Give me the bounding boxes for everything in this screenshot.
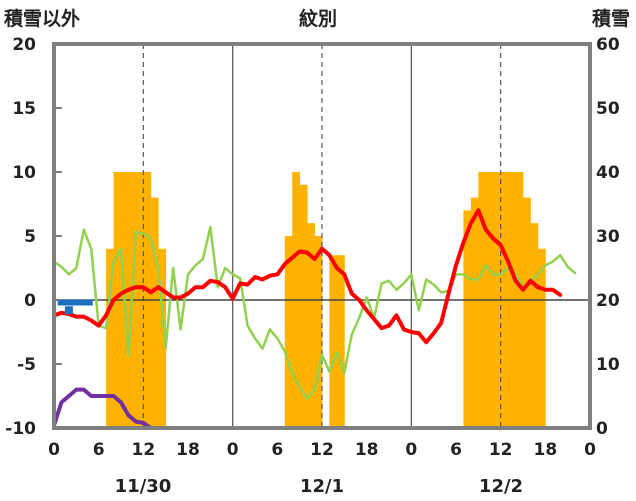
x-tick-label: 12 [310,440,334,460]
x-tick-label: 0 [227,440,239,460]
snow-depth-bar [470,197,479,428]
snow-depth-bar [336,255,345,428]
snow-depth-bar [299,184,308,428]
x-tick-label: 0 [48,440,60,460]
x-tick-label: 18 [533,440,557,460]
chart-title: 紋別 [299,7,337,30]
snow-depth-bar [284,236,293,428]
right-y-tick-label: 10 [596,355,620,375]
temperature-line [52,208,563,345]
snow-depth-bar [530,223,539,428]
snow-depth-bar [307,223,315,428]
left-axis-title: 積雪以外 [4,7,80,30]
snow-depth-bar [537,248,546,428]
x-tick-label: 6 [271,440,283,460]
x-tick-label: 12 [131,440,155,460]
day-label-12-2: 12/2 [479,476,523,497]
x-tick-label: 6 [450,440,462,460]
plot-area-frame [52,42,592,430]
left-y-tick-label: 5 [24,227,36,247]
chart-grid [54,44,590,428]
day-label-11-30: 11/30 [115,476,172,497]
right-axis-title: 積雪 [592,7,630,30]
snow-depth-bar [150,197,159,428]
x-tick-label: 6 [93,440,105,460]
right-y-tick-label: 40 [596,163,620,183]
snow-depth-bar [106,248,114,428]
x-tick-label: 18 [355,440,379,460]
green-series-line [52,225,577,400]
right-y-tick-label: 30 [596,227,620,247]
snow-depth-bar [158,248,167,428]
blue-series-marker [64,306,73,315]
snow-depth-bar [463,210,472,428]
left-y-tick-label: 15 [12,99,36,119]
right-y-tick-label: 20 [596,291,620,311]
left-y-tick-label: 20 [12,35,36,55]
day-label-12-1: 12/1 [300,476,344,497]
x-tick-label: 12 [489,440,513,460]
left-y-tick-label: -10 [5,419,36,439]
left-y-tick-label: 0 [24,291,36,311]
right-y-tick-label: 50 [596,99,620,119]
right-y-tick-label: 0 [596,419,608,439]
x-tick-label: 18 [176,440,200,460]
x-tick-label: 0 [584,440,596,460]
snow-depth-bar [523,197,531,428]
left-y-tick-label: -5 [17,355,36,375]
x-tick-label: 0 [405,440,417,460]
left-y-tick-label: 10 [12,163,36,183]
snow-depth-bar [329,255,338,428]
snow-depth-bar [314,236,323,428]
right-y-tick-label: 60 [596,35,620,55]
